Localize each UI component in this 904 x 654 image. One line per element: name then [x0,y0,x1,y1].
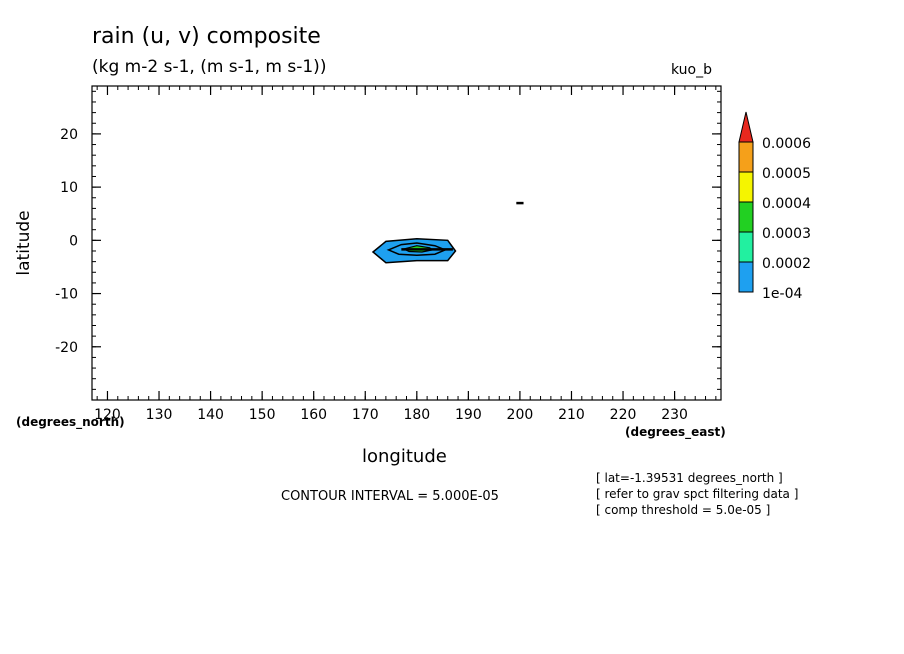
x-tick-label: 170 [352,407,379,423]
y-tick-label: -10 [55,287,78,303]
x-axis-label: longitude [362,446,447,467]
colorbar-label: 0.0005 [762,166,811,182]
colorbar-label: 0.0003 [762,226,811,242]
x-tick-label: 160 [300,407,327,423]
x-axis-units: (degrees_east) [625,425,726,439]
x-tick-label: 190 [455,407,482,423]
colorbar: 0.0006 0.0005 0.0004 0.0003 0.0002 1e-04 [738,111,811,302]
y-tick-label: 20 [60,127,78,143]
plot-area: 120 130 140 150 160 170 180 190 200 210 220 230 20 10… [55,85,722,423]
colorbar-label: 1e-04 [762,286,802,302]
x-tick-label: 140 [197,407,224,423]
run-name: kuo_b [671,62,713,78]
chart-title: rain (u, v) composite [92,24,321,49]
y-tick-label: 10 [60,180,78,196]
note-latitude: [ lat=-1.39531 degrees_north ] [596,471,783,485]
colorbar-segment [738,141,754,173]
colorbar-label: 0.0004 [762,196,811,212]
colorbar-segment [738,171,754,203]
note-threshold: [ comp threshold = 5.0e-05 ] [596,503,771,517]
x-tick-label: 130 [146,407,173,423]
colorbar-over-triangle [738,111,754,143]
x-tick-label: 210 [558,407,585,423]
x-tick-label: 120 [94,407,121,423]
note-filtering: [ refer to grav spct filtering data ] [596,487,799,501]
contour-interval: CONTOUR INTERVAL = 5.000E-05 [281,489,499,504]
colorbar-label: 0.0002 [762,256,811,272]
colorbar-segment [738,201,754,233]
colorbar-segment [738,231,754,263]
y-tick-label: 0 [69,233,78,249]
x-tick-label: 180 [403,407,430,423]
x-tick-label: 230 [661,407,688,423]
chart-units: (kg m-2 s-1, (m s-1, m s-1)) [92,57,327,77]
x-tick-label: 150 [249,407,276,423]
y-tick-label: -20 [55,340,78,356]
colorbar-label: 0.0006 [762,136,811,152]
x-tick-label: 200 [507,407,534,423]
y-axis-units: (degrees_north) [16,415,125,429]
colorbar-segment [738,261,754,293]
x-tick-label: 220 [610,407,637,423]
